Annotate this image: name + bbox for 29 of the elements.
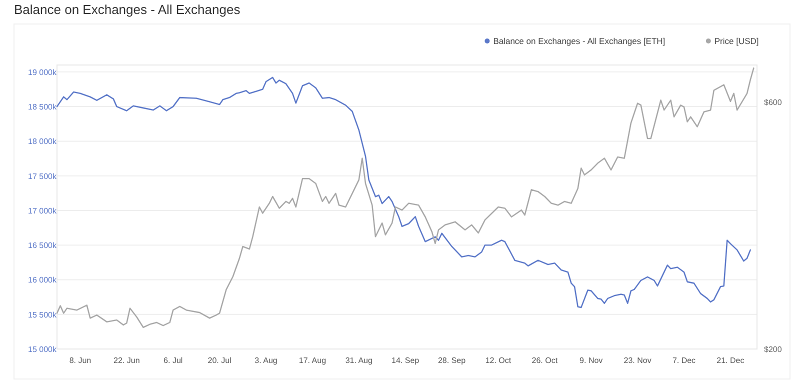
x-tick-label: 9. Nov	[580, 356, 603, 365]
y-tick-label: 19 000k	[28, 68, 58, 77]
y2-tick-label: $200	[764, 345, 782, 354]
x-tick-label: 6. Jul	[164, 356, 183, 365]
y-tick-label: 15 500k	[28, 310, 58, 320]
y-tick-label: 16 000k	[28, 276, 58, 285]
y-tick-label: 17 000k	[28, 206, 58, 216]
legend-label: Balance on Exchanges - All Exchanges [ETH]	[493, 36, 666, 46]
x-tick-label: 31. Aug	[345, 356, 372, 365]
y-tick-label: 17 500k	[28, 172, 58, 181]
x-tick-label: 26. Oct	[532, 356, 558, 365]
x-tick-label: 3. Aug	[254, 356, 278, 365]
x-tick-label: 8. Jun	[69, 356, 92, 365]
x-tick-label: 7. Dec	[672, 356, 696, 365]
y2-tick-label: $600	[764, 98, 782, 108]
x-tick-label: 22. Jun	[114, 356, 140, 365]
x-tick-label: 28. Sep	[438, 356, 466, 365]
x-tick-label: 12. Oct	[485, 356, 512, 365]
legend-label: Price [USD]	[714, 36, 759, 46]
x-tick-label: 20. Jul	[208, 356, 232, 365]
y-tick-label: 18 000k	[28, 137, 58, 146]
x-tick-label: 17. Aug	[298, 356, 326, 365]
x-tick-label: 23. Nov	[624, 356, 652, 365]
y-tick-label: 16 500k	[28, 241, 58, 250]
y-tick-label: 18 500k	[28, 102, 58, 112]
x-tick-label: 21. Dec	[716, 356, 744, 365]
y-tick-label: 15 000k	[28, 345, 58, 354]
chart-title: Balance on Exchanges - All Exchanges	[14, 2, 241, 17]
x-tick-label: 14. Sep	[392, 356, 420, 365]
